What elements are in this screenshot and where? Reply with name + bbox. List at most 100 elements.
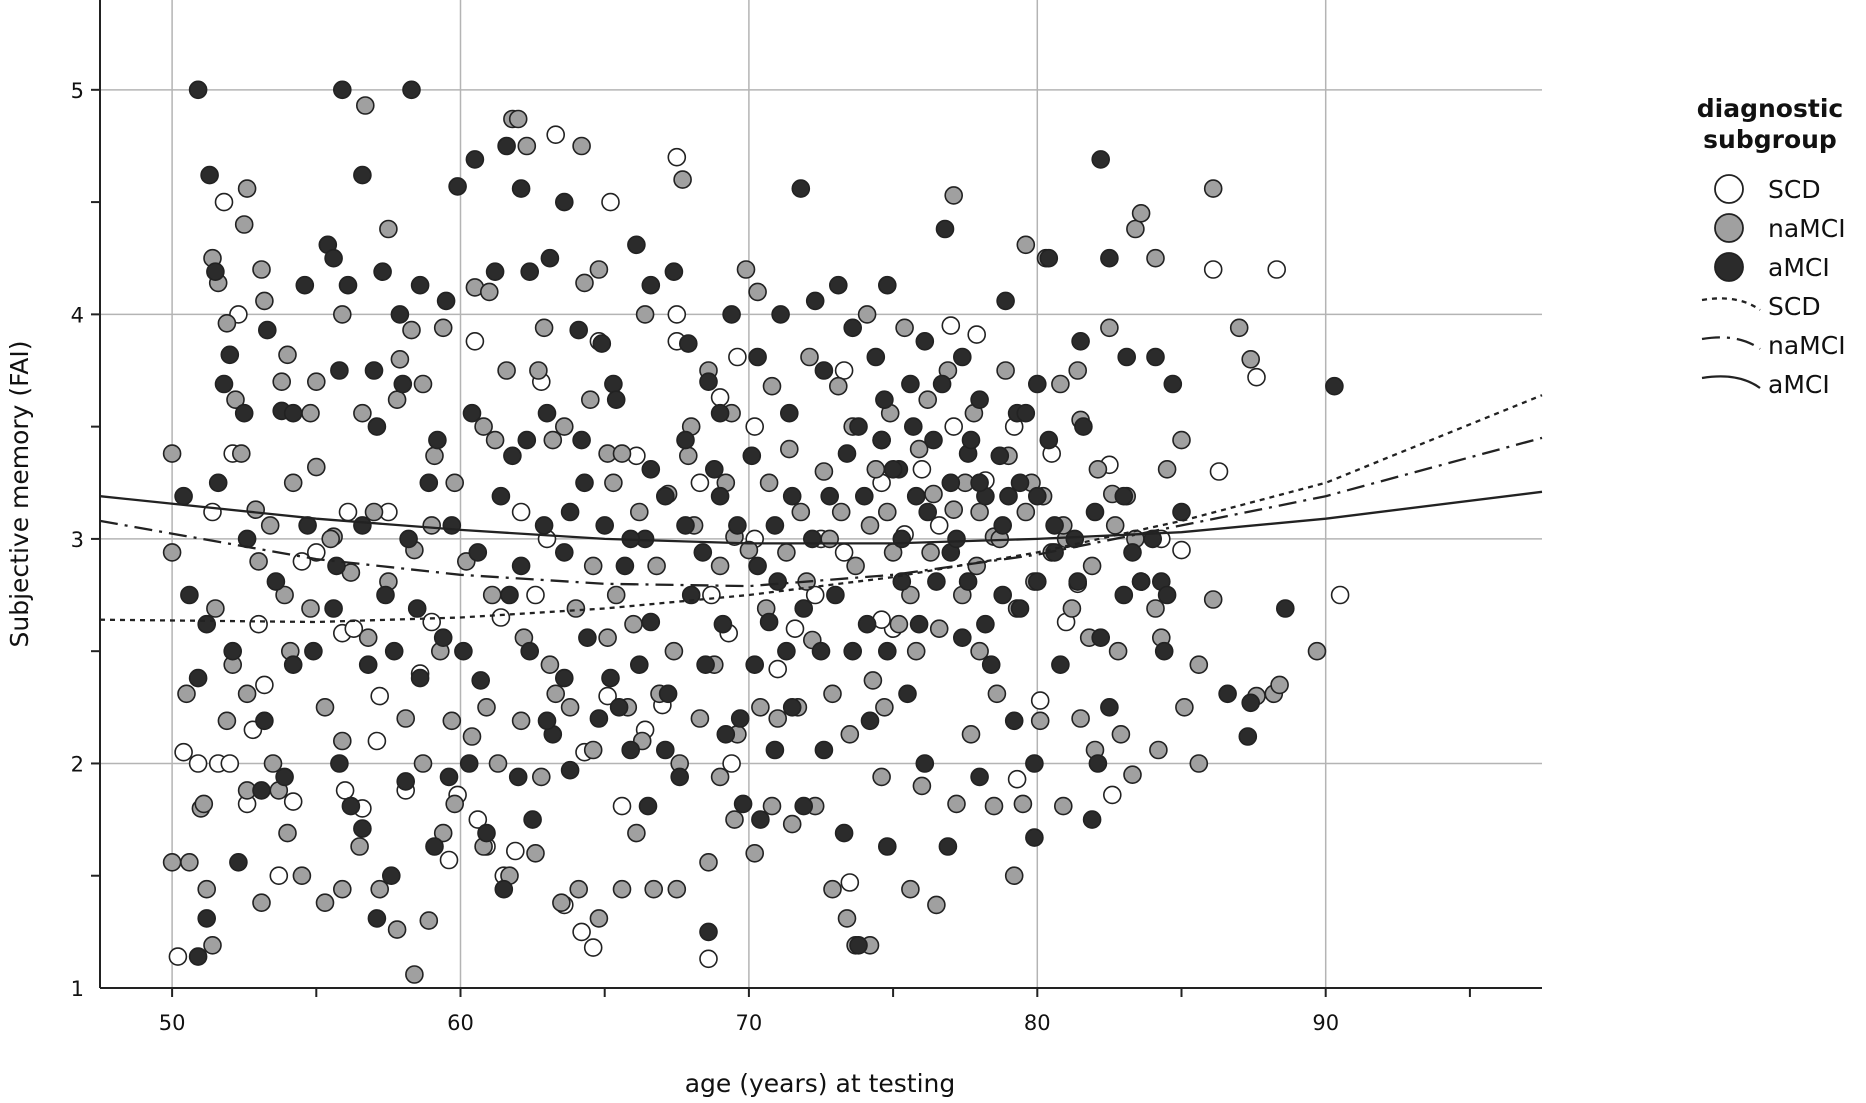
data-point-amci xyxy=(802,529,822,549)
data-point-amci xyxy=(1114,486,1134,506)
data-point-amci xyxy=(396,772,416,791)
data-point-namci xyxy=(944,500,964,520)
data-point-amci xyxy=(999,486,1018,506)
data-point-amci xyxy=(1325,376,1344,396)
data-point-amci xyxy=(448,177,467,196)
data-point-amci xyxy=(1039,430,1059,450)
data-point-amci xyxy=(1025,828,1044,847)
legend-label: naMCI xyxy=(1768,331,1846,360)
data-point-amci xyxy=(439,767,459,787)
data-point-namci xyxy=(180,852,199,872)
fit-line-amci xyxy=(99,490,1543,545)
data-point-amci xyxy=(952,628,972,648)
data-point-namci xyxy=(863,671,883,690)
data-point-namci xyxy=(583,556,603,576)
data-point-namci xyxy=(1004,866,1024,886)
data-point-amci xyxy=(843,318,863,338)
data-point-namci xyxy=(301,403,320,423)
data-point-namci xyxy=(924,484,943,504)
data-point-amci xyxy=(197,614,216,634)
data-point-namci xyxy=(1062,599,1082,618)
data-point-amci xyxy=(970,767,989,787)
data-point-namci xyxy=(306,457,326,477)
data-point-namci xyxy=(667,879,687,899)
data-point-scd xyxy=(526,585,545,605)
data-point-namci xyxy=(961,724,981,744)
legend-title-line-1: diagnostic xyxy=(1697,94,1843,123)
data-point-scd xyxy=(255,675,274,695)
data-point-namci xyxy=(301,599,320,618)
data-point-amci xyxy=(748,347,767,367)
data-point-namci xyxy=(566,599,586,618)
data-point-namci xyxy=(1030,711,1050,731)
data-point-namci xyxy=(580,390,600,410)
data-point-amci xyxy=(229,852,248,872)
data-points xyxy=(162,80,1350,984)
data-point-namci xyxy=(370,879,390,899)
data-point-amci xyxy=(676,516,695,535)
data-point-amci xyxy=(601,668,620,688)
data-point-amci xyxy=(655,740,675,760)
data-point-namci xyxy=(217,313,237,333)
data-point-namci xyxy=(1203,179,1223,198)
y-tick-label: 1 xyxy=(71,977,84,1001)
data-point-namci xyxy=(442,711,462,731)
data-point-amci xyxy=(425,837,444,856)
data-point-namci xyxy=(872,767,891,787)
data-point-amci xyxy=(283,655,303,675)
data-point-scd xyxy=(1330,585,1350,605)
data-point-amci xyxy=(641,612,661,632)
data-point-amci xyxy=(497,136,516,156)
data-point-namci xyxy=(425,446,444,466)
data-point-amci xyxy=(1016,403,1036,423)
data-point-namci xyxy=(1175,697,1194,717)
data-point-amci xyxy=(918,502,938,522)
data-point-namci xyxy=(194,794,214,814)
data-point-amci xyxy=(854,486,874,506)
data-point-amci xyxy=(517,430,537,450)
data-point-namci xyxy=(379,219,398,239)
data-point-amci xyxy=(820,486,840,506)
data-point-namci xyxy=(624,614,643,634)
data-point-amci xyxy=(941,473,961,493)
data-point-amci xyxy=(560,760,580,780)
data-point-amci xyxy=(252,781,271,800)
data-point-namci xyxy=(612,444,632,463)
tick-labels: 50 60 70 80 90 1 2 3 4 5 xyxy=(71,79,1471,1035)
data-point-amci xyxy=(508,767,528,787)
data-point-amci xyxy=(1146,347,1165,367)
x-tick-label: 90 xyxy=(1312,1011,1339,1035)
data-point-amci xyxy=(393,374,413,394)
data-point-namci xyxy=(984,796,1004,816)
data-point-amci xyxy=(875,390,894,410)
data-point-scd xyxy=(785,619,805,639)
data-point-namci xyxy=(321,529,341,549)
data-point-amci xyxy=(1117,347,1136,367)
x-tick-label: 70 xyxy=(736,1011,763,1035)
data-point-amci xyxy=(915,754,935,773)
data-point-amci xyxy=(713,614,733,634)
data-point-amci xyxy=(540,248,560,268)
data-point-namci xyxy=(800,347,819,367)
data-point-amci xyxy=(1004,711,1024,731)
data-point-namci xyxy=(1088,459,1108,479)
data-point-namci xyxy=(927,895,946,915)
data-point-amci xyxy=(961,430,981,450)
data-point-scd xyxy=(1209,462,1229,481)
data-point-amci xyxy=(604,374,623,394)
data-point-namci xyxy=(1157,459,1177,479)
data-point-amci xyxy=(970,390,989,410)
data-point-namci xyxy=(846,556,865,576)
data-point-namci xyxy=(1108,641,1128,661)
data-point-namci xyxy=(1270,675,1289,695)
data-point-amci xyxy=(491,486,511,506)
data-point-namci xyxy=(768,709,788,728)
data-point-amci xyxy=(477,823,496,843)
data-point-amci xyxy=(849,935,868,955)
data-point-amci xyxy=(609,697,629,717)
data-point-namci xyxy=(877,502,897,522)
data-point-amci xyxy=(993,585,1013,605)
data-point-scd xyxy=(1247,367,1266,387)
data-point-amci xyxy=(901,374,920,394)
data-point-namci xyxy=(840,724,860,744)
